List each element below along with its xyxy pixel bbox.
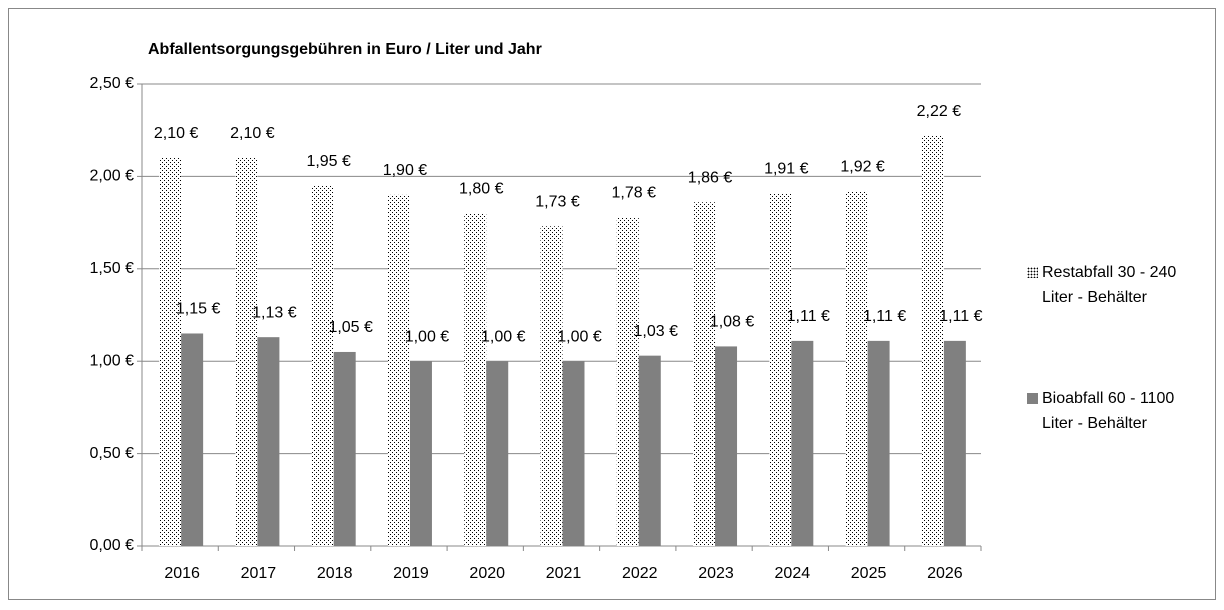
data-label: 1,80 €: [459, 181, 504, 198]
y-tick-label: 0,50 €: [90, 445, 135, 462]
data-label: 1,11 €: [787, 308, 830, 325]
bar: [486, 361, 509, 546]
bar: [181, 333, 204, 546]
bar: [921, 135, 944, 546]
data-label: 1,11 €: [863, 308, 906, 325]
bar: [311, 185, 334, 546]
data-label: 1,03 €: [634, 323, 679, 340]
bar: [409, 361, 432, 546]
legend-item: Restabfall 30 - 240 Liter - Behälter: [1027, 260, 1217, 310]
x-tick-label: 2016: [164, 565, 200, 582]
data-label: 1,91 €: [764, 160, 809, 177]
bar: [616, 217, 639, 546]
bar: [769, 193, 792, 547]
bar: [845, 191, 868, 546]
data-label: 1,13 €: [252, 304, 297, 321]
x-tick-label: 2018: [317, 565, 353, 582]
x-tick-label: 2017: [241, 565, 277, 582]
bar: [693, 202, 716, 546]
legend-swatch: [1027, 393, 1038, 404]
data-label: 1,15 €: [176, 301, 221, 318]
y-tick-label: 1,50 €: [90, 260, 135, 277]
data-label: 1,73 €: [535, 194, 580, 211]
legend-item: Bioabfall 60 - 1100 Liter - Behälter: [1027, 386, 1217, 436]
x-tick-label: 2020: [469, 565, 505, 582]
data-label: 1,00 €: [405, 328, 450, 345]
bar: [387, 194, 410, 546]
bar: [464, 213, 487, 547]
x-tick-label: 2026: [927, 565, 963, 582]
y-tick-label: 2,00 €: [90, 168, 135, 185]
data-label: 1,00 €: [481, 328, 526, 345]
legend-swatch: [1027, 267, 1038, 278]
x-tick-label: 2024: [775, 565, 811, 582]
x-tick-label: 2025: [851, 565, 887, 582]
bar: [159, 157, 182, 547]
bar: [562, 361, 585, 546]
bar: [638, 355, 661, 546]
bar: [257, 337, 280, 546]
y-tick-label: 2,50 €: [90, 75, 135, 92]
data-label: 1,11 €: [939, 308, 982, 325]
x-tick-label: 2022: [622, 565, 658, 582]
data-label: 1,08 €: [710, 314, 755, 331]
data-label: 1,00 €: [557, 328, 602, 345]
data-label: 1,78 €: [612, 184, 657, 201]
x-tick-label: 2019: [393, 565, 429, 582]
bar: [715, 346, 738, 546]
data-label: 1,92 €: [840, 158, 885, 175]
data-label: 2,22 €: [917, 103, 962, 120]
chart-border: [8, 8, 1216, 600]
legend-label: Bioabfall 60 - 1100 Liter - Behälter: [1042, 390, 1175, 432]
data-label: 1,05 €: [328, 319, 373, 336]
data-label: 1,86 €: [688, 169, 733, 186]
data-label: 2,10 €: [154, 125, 199, 142]
bar: [540, 226, 563, 546]
x-tick-label: 2021: [546, 565, 582, 582]
bar: [867, 340, 890, 546]
bar: [235, 157, 258, 547]
chart-title: Abfallentsorgungsgebühren in Euro / Lite…: [148, 41, 542, 58]
y-tick-label: 0,00 €: [90, 537, 135, 554]
legend-label: Restabfall 30 - 240 Liter - Behälter: [1042, 264, 1177, 306]
data-label: 1,95 €: [306, 153, 351, 170]
y-tick-label: 1,00 €: [90, 352, 135, 369]
x-tick-label: 2023: [698, 565, 734, 582]
data-label: 2,10 €: [230, 125, 275, 142]
bar: [791, 340, 814, 546]
bar: [943, 340, 966, 546]
bar: [333, 351, 356, 546]
data-label: 1,90 €: [383, 162, 428, 179]
